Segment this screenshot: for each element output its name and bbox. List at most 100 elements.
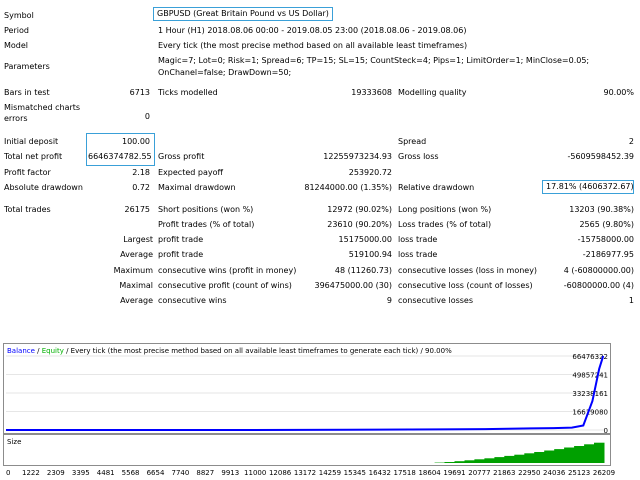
parameters-line-2: OnChanel=false; DrawDown=50; — [158, 68, 292, 77]
period-value: 1 Hour (H1) 2018.08.06 00:00 - 2019.08.0… — [158, 26, 467, 35]
y-tick-label: 66476322 — [572, 353, 608, 361]
loss-trades-label: Loss trades (% of total) — [398, 220, 492, 229]
x-tick-label: 5568 — [122, 469, 140, 477]
relative-drawdown-label: Relative drawdown — [398, 183, 475, 192]
y-tick-label: 0 — [604, 427, 608, 433]
long-positions-value: 13203 (90.38%) — [569, 205, 634, 214]
size-bar — [594, 442, 605, 463]
gross-profit-value: 12255973234.93 — [323, 152, 392, 161]
total-trades-value: 26175 — [124, 205, 150, 214]
maximal-drawdown-label: Maximal drawdown — [158, 183, 236, 192]
size-bar — [454, 461, 465, 463]
y-tick-label: 33238161 — [572, 390, 608, 398]
maximal-drawdown-value: 81244000.00 (1.35%) — [304, 183, 392, 192]
average2-label: Average — [120, 296, 153, 305]
legend-equity: Equity — [41, 347, 64, 355]
bars-label: Bars in test — [4, 88, 50, 97]
x-tick-label: 3395 — [72, 469, 90, 477]
avg-consec-losses-value: 1 — [628, 296, 634, 305]
balance-chart-panel: Balance / Equity / Every tick (the most … — [3, 343, 611, 434]
x-tick-label: 12086 — [269, 469, 292, 477]
profit-factor-label: Profit factor — [4, 168, 51, 177]
expected-payoff-label: Expected payoff — [158, 168, 223, 177]
average-label: Average — [120, 250, 153, 259]
mismatch-label-1: Mismatched charts — [4, 103, 81, 112]
expected-payoff-value: 253920.72 — [348, 168, 392, 177]
largest-profit-label: profit trade — [158, 235, 204, 244]
absolute-drawdown-label: Absolute drawdown — [4, 183, 83, 192]
ticks-label: Ticks modelled — [158, 88, 218, 97]
legend-balance: Balance — [7, 347, 35, 355]
legend-description: / Every tick (the most precise method ba… — [63, 347, 452, 355]
long-positions-label: Long positions (won %) — [398, 205, 492, 214]
x-tick-label: 18604 — [418, 469, 441, 477]
maximal-label: Maximal — [119, 281, 153, 290]
balance-chart: 66476322 49857241 33238161 16619080 0 — [6, 353, 608, 433]
profit-trades-label: Profit trades (% of total) — [158, 220, 255, 229]
symbol-value: GBPUSD (Great Britain Pound vs US Dollar… — [153, 7, 333, 21]
spread-value: 2 — [628, 137, 634, 146]
x-tick-label: 24036 — [543, 469, 566, 477]
avg-consec-wins-value: 9 — [386, 296, 392, 305]
loss-trades-value: 2565 (9.80%) — [579, 220, 634, 229]
chart-legend: Balance / Equity / Every tick (the most … — [7, 346, 452, 356]
total-trades-label: Total trades — [4, 205, 51, 214]
x-axis: 0 1222 2309 3395 4481 5568 6654 7740 8827 9913 110… — [6, 469, 615, 477]
x-tick-label: 21863 — [493, 469, 515, 477]
size-bar — [464, 460, 475, 463]
net-profit-value: 6646374782.55 — [88, 152, 152, 161]
size-bar — [544, 450, 555, 463]
maximal-profit-value: 396475000.00 (30) — [314, 281, 393, 290]
x-tick-label: 11000 — [244, 469, 266, 477]
x-tick-label: 15345 — [344, 469, 366, 477]
short-positions-value: 12972 (90.02%) — [327, 205, 392, 214]
avg-consec-wins-label: consecutive wins — [158, 296, 227, 305]
gross-loss-label: Gross loss — [398, 152, 439, 161]
relative-drawdown-value: 17.81% (4606372.67) — [542, 180, 634, 194]
x-tick-label: 14259 — [319, 469, 341, 477]
spread-label: Spread — [398, 137, 427, 146]
profit-trades-value: 23610 (90.20%) — [327, 220, 392, 229]
size-bar — [514, 454, 525, 463]
symbol-label: Symbol — [4, 11, 34, 20]
parameters-line-1: Magic=7; Lot=0; Risk=1; Spread=6; TP=15;… — [158, 56, 590, 65]
x-tick-label: 25123 — [568, 469, 590, 477]
x-tick-label: 7740 — [171, 469, 189, 477]
largest-profit-value: 15175000.00 — [338, 235, 392, 244]
maximum-label: Maximum — [113, 266, 153, 275]
size-bar — [504, 455, 515, 463]
average-profit-label: profit trade — [158, 250, 204, 259]
absolute-drawdown-value: 0.72 — [132, 183, 150, 192]
bars-value: 6713 — [129, 88, 150, 97]
largest-label: Largest — [123, 235, 153, 244]
parameters-label: Parameters — [4, 62, 50, 71]
size-bar — [444, 462, 455, 463]
legend-separator: / — [34, 347, 42, 355]
x-tick-label: 22950 — [518, 469, 540, 477]
size-bar — [524, 453, 535, 463]
size-bar — [574, 446, 585, 463]
deposit-highlight-box — [86, 133, 155, 166]
y-tick-label: 16619080 — [572, 409, 608, 417]
size-bar — [494, 457, 505, 463]
size-bar — [584, 444, 595, 463]
x-tick-label: 9913 — [221, 469, 239, 477]
mismatch-label-2: errors — [4, 114, 28, 123]
quality-label: Modelling quality — [398, 88, 467, 97]
max-consec-wins-label: consecutive wins (profit in money) — [158, 266, 297, 275]
model-value: Every tick (the most precise method base… — [158, 41, 468, 50]
x-tick-label: 6654 — [147, 469, 165, 477]
average-loss-value: -2186977.95 — [582, 250, 634, 259]
size-bar — [554, 449, 565, 463]
deposit-value: 100.00 — [122, 137, 150, 146]
max-consec-losses-label: consecutive losses (loss in money) — [398, 266, 538, 275]
size-panel: Size — [3, 434, 611, 466]
y-tick-label: 49857241 — [572, 372, 608, 380]
largest-loss-value: -15758000.00 — [577, 235, 634, 244]
x-tick-label: 26209 — [593, 469, 615, 477]
size-bar — [484, 458, 495, 463]
ticks-value: 19333608 — [351, 88, 392, 97]
period-label: Period — [4, 26, 29, 35]
size-bar — [474, 459, 485, 463]
series-line-balance — [6, 355, 605, 431]
